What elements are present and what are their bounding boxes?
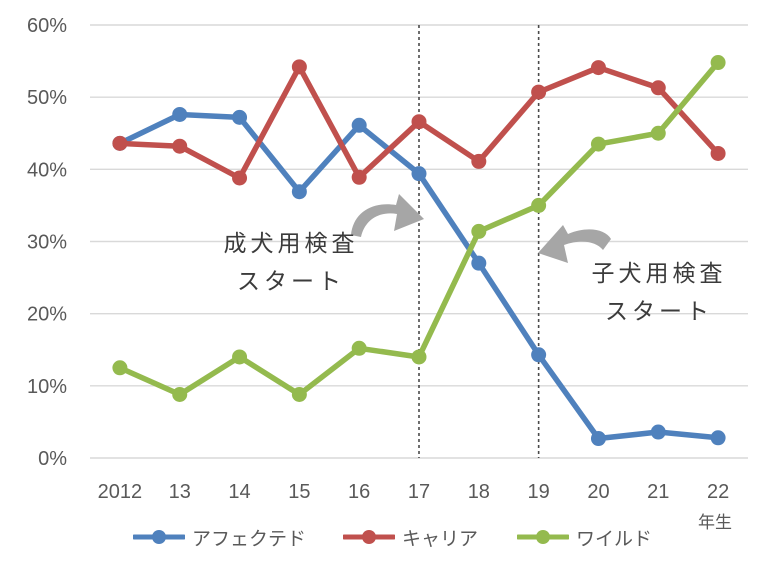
x-axis-tick-label-15: 15 bbox=[288, 481, 310, 503]
annotation-arrow-right-icon bbox=[351, 194, 424, 237]
legend-marker-affected bbox=[133, 530, 185, 544]
y-axis-tick-label: 60% bbox=[27, 15, 67, 37]
x-axis-labels-group: 2012 13 14 15 16 17 18 19 20 21 22 bbox=[98, 481, 730, 503]
data-point-affected-18 bbox=[471, 255, 487, 271]
data-point-affected-14 bbox=[232, 109, 248, 125]
x-axis-tick-label-13: 13 bbox=[169, 481, 191, 503]
x-axis-tick-label-16: 16 bbox=[348, 481, 370, 503]
data-point-wild-19 bbox=[531, 197, 547, 213]
data-point-wild-20 bbox=[590, 136, 606, 152]
data-point-carrier-20 bbox=[590, 60, 606, 76]
data-point-carrier-17 bbox=[411, 114, 427, 130]
legend-label-wild: ワイルド bbox=[576, 528, 653, 550]
data-point-carrier-21 bbox=[650, 80, 666, 96]
data-point-affected-22 bbox=[710, 430, 726, 446]
data-point-carrier-14 bbox=[232, 170, 248, 186]
legend-item-wild: ワイルド bbox=[517, 524, 652, 550]
data-point-affected-15 bbox=[291, 184, 307, 200]
data-point-affected-16 bbox=[351, 117, 367, 133]
x-axis-tick-label-2012: 2012 bbox=[98, 481, 143, 503]
data-point-affected-20 bbox=[590, 431, 606, 447]
data-point-carrier-2012 bbox=[112, 135, 128, 151]
legend-marker-carrier bbox=[343, 530, 395, 544]
legend-item-affected: アフェクテド bbox=[133, 524, 306, 550]
data-point-affected-21 bbox=[650, 424, 666, 440]
legend-item-carrier: キャリア bbox=[343, 524, 478, 550]
annotation-adult-test-start: 成犬用検査 スタート bbox=[224, 224, 359, 300]
annotation-puppy-test-start: 子犬用検査 スタート bbox=[592, 254, 727, 330]
y-axis-tick-label: 10% bbox=[27, 376, 67, 398]
y-axis-tick-label: 20% bbox=[27, 304, 67, 326]
data-point-wild-22 bbox=[710, 55, 726, 71]
annotation-arrow-left-icon bbox=[538, 225, 611, 263]
data-point-carrier-19 bbox=[531, 84, 547, 100]
data-point-wild-16 bbox=[351, 340, 367, 356]
data-point-wild-14 bbox=[232, 349, 248, 365]
data-point-wild-2012 bbox=[112, 360, 128, 376]
annotation-line: 子犬用検査 bbox=[591, 260, 727, 286]
data-point-affected-17 bbox=[411, 166, 427, 182]
data-point-wild-21 bbox=[650, 125, 666, 141]
y-axis-tick-label: 30% bbox=[27, 232, 67, 254]
data-point-wild-15 bbox=[291, 386, 307, 402]
annotation-line: スタート bbox=[237, 268, 345, 294]
annotation-line: 成犬用検査 bbox=[223, 230, 359, 256]
x-axis-tick-label-14: 14 bbox=[228, 481, 250, 503]
x-axis-tick-label-18: 18 bbox=[468, 481, 490, 503]
data-point-carrier-18 bbox=[471, 153, 487, 169]
data-point-wild-18 bbox=[471, 223, 487, 239]
data-point-wild-13 bbox=[172, 386, 188, 402]
data-point-affected-13 bbox=[172, 106, 188, 122]
data-point-affected-19 bbox=[531, 347, 547, 363]
series-group bbox=[112, 55, 726, 447]
chart-legend: アフェクテド キャリア ワイルド bbox=[0, 524, 769, 552]
x-axis-tick-label-21: 21 bbox=[647, 481, 669, 503]
x-axis-tick-label-22: 22 bbox=[707, 481, 729, 503]
data-point-carrier-22 bbox=[710, 145, 726, 161]
y-axis-tick-label: 40% bbox=[27, 159, 67, 181]
x-axis-tick-label-17: 17 bbox=[408, 481, 430, 503]
y-axis-labels-group: 0% 10% 20% 30% 40% 50% 60% bbox=[27, 15, 67, 470]
data-point-wild-17 bbox=[411, 349, 427, 365]
legend-marker-wild bbox=[517, 530, 569, 544]
data-point-carrier-13 bbox=[172, 138, 188, 154]
x-axis-unit-label: 年生 bbox=[698, 513, 732, 532]
x-axis-tick-label-20: 20 bbox=[587, 481, 609, 503]
legend-label-affected: アフェクテド bbox=[192, 528, 307, 550]
y-axis-tick-label: 50% bbox=[27, 87, 67, 109]
annotation-line: スタート bbox=[605, 298, 713, 324]
x-axis-tick-label-19: 19 bbox=[528, 481, 550, 503]
legend-label-carrier: キャリア bbox=[402, 528, 479, 550]
data-point-carrier-15 bbox=[291, 59, 307, 75]
y-axis-tick-label: 0% bbox=[38, 448, 67, 470]
data-point-carrier-16 bbox=[351, 169, 367, 185]
